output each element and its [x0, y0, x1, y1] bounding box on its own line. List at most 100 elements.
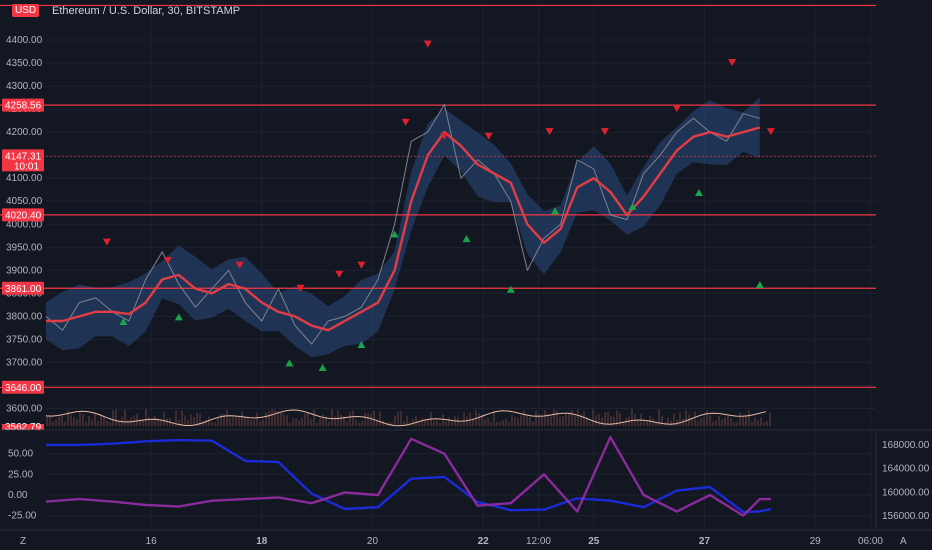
volume-bar [754, 417, 756, 426]
sell-signal-marker [357, 261, 366, 269]
volume-bar [484, 419, 486, 426]
volume-bar [601, 417, 603, 426]
volume-bar [88, 416, 90, 426]
volume-bar [520, 415, 522, 426]
volume-bar [373, 410, 375, 426]
buy-signal-marker [318, 364, 327, 372]
volume-bar [145, 409, 147, 426]
level-tag: 4258.56 [5, 101, 42, 112]
price-tick-label: 4050.00 [6, 196, 43, 207]
volume-bar [226, 409, 228, 426]
sell-signal-marker [163, 257, 172, 265]
buy-signal-marker [551, 207, 560, 215]
price-axis[interactable]: 3600.003650.003700.003750.003800.003850.… [6, 35, 43, 414]
sell-signal-marker [102, 238, 111, 246]
level-tag-box [2, 98, 44, 112]
volume-bar [85, 421, 87, 426]
auto-scale-button[interactable]: A [900, 536, 907, 547]
volume-bar [220, 413, 222, 426]
volume-bar [241, 411, 243, 426]
volume-bar [103, 416, 105, 426]
time-tick-label: 22 [478, 536, 490, 547]
volume-bar [148, 416, 150, 426]
volume-bar [538, 413, 540, 426]
volume-bar [214, 422, 216, 426]
volume-bar [232, 416, 234, 426]
volume-bar [760, 417, 762, 426]
volume-bar [481, 414, 483, 426]
volume-bar [64, 421, 66, 426]
volume-bar [733, 422, 735, 426]
volume-bar [154, 415, 156, 426]
volume-bar [268, 410, 270, 426]
volume-bar [229, 418, 231, 426]
volume-bar [496, 421, 498, 426]
sell-signal-marker [600, 128, 609, 136]
volume-bar [688, 414, 690, 426]
price-tick-label: 4100.00 [6, 173, 43, 184]
buy-signal-marker [755, 281, 764, 289]
volume-bar [76, 419, 78, 426]
volume-bar [397, 411, 399, 426]
last-price-box [2, 149, 44, 172]
volume-bar [712, 421, 714, 426]
volume-bar [343, 416, 345, 426]
volume-bar [466, 416, 468, 426]
volume-bar [421, 418, 423, 426]
currency-button[interactable]: USD [12, 4, 40, 17]
volume-bar [175, 410, 177, 426]
volume-bar [178, 419, 180, 426]
osc-right-tick-label: 160000.00 [882, 487, 930, 498]
level-tag-box [2, 281, 44, 295]
volume-bar [151, 419, 153, 426]
volume-bar [415, 416, 417, 426]
volume-bar [355, 419, 357, 426]
time-tick-label: 12:00 [526, 536, 551, 547]
buy-signal-marker [694, 189, 703, 197]
time-axis[interactable]: 16 18 20 22 12:00 25 27 29 06:00 [0, 529, 932, 547]
buy-signal-marker [285, 359, 294, 367]
price-tick-label: 3800.00 [6, 311, 43, 322]
volume-bar [673, 413, 675, 426]
time-tick-label: 27 [699, 536, 711, 547]
zoom-button[interactable]: Z [20, 536, 27, 547]
buy-signal-marker [628, 202, 637, 210]
volume-bar [172, 421, 174, 426]
volume-bar [667, 417, 669, 426]
sell-signal-marker [335, 270, 344, 278]
volume-bar [661, 415, 663, 426]
volume-bar [469, 412, 471, 426]
volume-bar [331, 409, 333, 426]
volume-bar [508, 422, 510, 426]
volume-bar [388, 421, 390, 426]
volume-bar [97, 420, 99, 426]
volume-bar [418, 422, 420, 426]
volume-bar [376, 419, 378, 426]
volume-bar [136, 413, 138, 426]
volume-bar [445, 421, 447, 426]
volume-bar [259, 421, 261, 426]
last-price-label: 4147.31 [5, 151, 42, 162]
volume-bar [571, 410, 573, 426]
volume-bar [568, 411, 570, 426]
volume-bar [235, 416, 237, 426]
volume-bar [49, 415, 51, 426]
volume-bar [244, 416, 246, 426]
sell-signal-marker [672, 105, 681, 113]
volume-bar [379, 411, 381, 426]
volume-bar [190, 414, 192, 426]
volume-bars [45, 409, 771, 427]
volume-bar [706, 410, 708, 426]
volume-bar [109, 422, 111, 426]
volume-bar [433, 421, 435, 426]
volume-bar [478, 412, 480, 426]
volume-bar [253, 419, 255, 426]
volume-bar [451, 421, 453, 426]
sell-signal-marker [766, 128, 775, 136]
volume-bar [619, 412, 621, 426]
volume-bar [334, 416, 336, 426]
volume-bar [400, 411, 402, 426]
volume-bar [652, 418, 654, 426]
symbol-title: Ethereum / U.S. Dollar, 30, BITSTAMP [52, 5, 240, 17]
